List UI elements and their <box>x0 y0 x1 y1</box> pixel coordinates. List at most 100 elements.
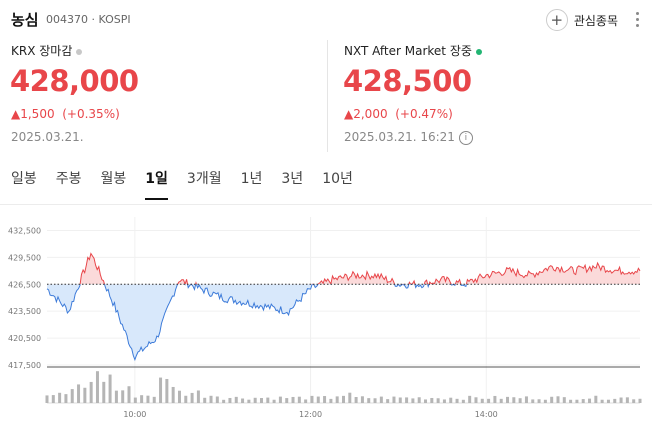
tab-0[interactable]: 일봉 <box>11 171 37 187</box>
krx-price: 428,000 <box>10 64 139 98</box>
tab-1[interactable]: 주봉 <box>55 171 82 187</box>
tab-divider <box>0 204 652 205</box>
nxt-market-status: NXT After Market 장중 <box>344 42 482 59</box>
volume-bar <box>316 396 320 403</box>
tab-4[interactable]: 3개월 <box>186 171 222 187</box>
nxt-change-pct: (+0.47%) <box>395 107 453 121</box>
volume-bar <box>556 396 560 403</box>
volume-bar <box>159 377 163 403</box>
volume-bar <box>424 399 428 403</box>
volume-bar <box>285 398 289 403</box>
volume-bar <box>518 398 522 403</box>
volume-bar <box>45 395 49 403</box>
price-chart[interactable]: 432,500 429,500 426,500 423,500 420,500 417,5… <box>0 205 652 425</box>
volume-bar <box>550 396 554 403</box>
volume-bar <box>632 399 636 403</box>
price-line-up <box>79 252 641 285</box>
y-tick-label: 426,500 <box>8 280 41 289</box>
volume-bar <box>190 392 194 403</box>
volume-bar <box>594 395 598 403</box>
info-icon[interactable]: i <box>458 130 473 145</box>
volume-bar <box>196 390 200 403</box>
tab-5[interactable]: 1년 <box>240 171 263 187</box>
volume-bar <box>177 390 181 403</box>
volume-bar <box>140 395 144 403</box>
volume-bar <box>272 399 276 403</box>
krx-market-status: KRX 장마감 <box>11 42 83 59</box>
y-tick-label: 417,500 <box>8 361 41 370</box>
volume-bar <box>588 398 592 403</box>
y-tick-label: 420,500 <box>8 334 41 343</box>
tab-6[interactable]: 3년 <box>281 171 304 187</box>
volume-bar <box>342 395 345 403</box>
period-tabs: 일봉 주봉 월봉 1일 3개월 1년 3년 10년 <box>11 168 372 200</box>
tab-7[interactable]: 10년 <box>322 171 353 187</box>
volume-bar <box>329 398 333 403</box>
volume-bar <box>58 392 62 403</box>
tab-2[interactable]: 월봉 <box>100 171 127 187</box>
volume-bar <box>121 390 125 403</box>
tab-3[interactable]: 1일 <box>145 168 168 200</box>
volume-bar <box>228 397 232 403</box>
volume-bar <box>613 398 617 403</box>
volume-bar <box>266 397 270 403</box>
volume-bar <box>606 399 610 403</box>
price-line-down <box>46 284 467 362</box>
volume-bar <box>354 397 358 403</box>
volume-bar <box>70 389 74 403</box>
volume-bar <box>392 396 396 403</box>
volume-bar <box>411 398 415 403</box>
volume-bar <box>430 397 434 403</box>
volume-bar <box>222 399 226 403</box>
volume-bar <box>209 395 213 403</box>
volume-bar <box>127 386 131 403</box>
stock-code: 004370 · KOSPI <box>46 13 131 26</box>
volume-bar <box>379 396 383 403</box>
krx-change-pct: (+0.35%) <box>62 107 120 121</box>
volume-bar <box>512 397 516 403</box>
volume-bar <box>184 395 188 403</box>
plus-icon: + <box>545 9 568 31</box>
add-watchlist-button[interactable]: + 관심종목 <box>545 9 618 31</box>
volume-bar <box>537 399 541 403</box>
volume-bar <box>89 381 93 403</box>
volume-bar <box>417 397 421 403</box>
volume-bar <box>278 396 282 403</box>
nxt-date-value: 2025.03.21. 16:21 <box>344 130 455 144</box>
divider <box>327 40 328 152</box>
volume-bar <box>436 398 440 403</box>
volume-bar <box>468 395 472 403</box>
nxt-change: ▲2,000 (+0.47%) <box>344 107 453 121</box>
volume-bar <box>297 396 301 403</box>
volume-bar <box>241 398 245 403</box>
nxt-price: 428,500 <box>343 64 472 98</box>
volume-bar <box>449 397 453 403</box>
volume-bar <box>625 397 629 403</box>
volume-bar <box>499 398 503 403</box>
volume-bar <box>455 398 459 403</box>
y-tick-label: 429,500 <box>8 253 41 262</box>
volume-bar <box>102 381 106 403</box>
volume-bar <box>304 399 308 403</box>
volume-bar <box>638 398 642 403</box>
status-dot-icon <box>76 48 83 55</box>
volume-bar <box>95 371 99 403</box>
x-tick-label: 10:00 <box>123 410 146 419</box>
volume-bar <box>64 394 68 403</box>
stock-name: 농심 <box>11 11 39 29</box>
x-tick-label: 14:00 <box>475 410 498 419</box>
more-menu-icon[interactable] <box>636 12 640 30</box>
volume-bar <box>335 396 339 403</box>
volume-bar <box>171 386 175 403</box>
volume-bar <box>405 397 409 403</box>
volume-bar <box>367 398 371 403</box>
krx-market-label: KRX 장마감 <box>11 44 73 58</box>
volume-bar <box>600 399 604 403</box>
krx-change: ▲1,500 (+0.35%) <box>11 107 120 121</box>
volume-bar <box>253 397 257 403</box>
volume-bar <box>531 399 535 403</box>
volume-bar <box>543 399 547 403</box>
volume-bar <box>215 396 219 403</box>
volume-bar <box>562 397 566 403</box>
x-tick-label: 12:00 <box>299 410 322 419</box>
